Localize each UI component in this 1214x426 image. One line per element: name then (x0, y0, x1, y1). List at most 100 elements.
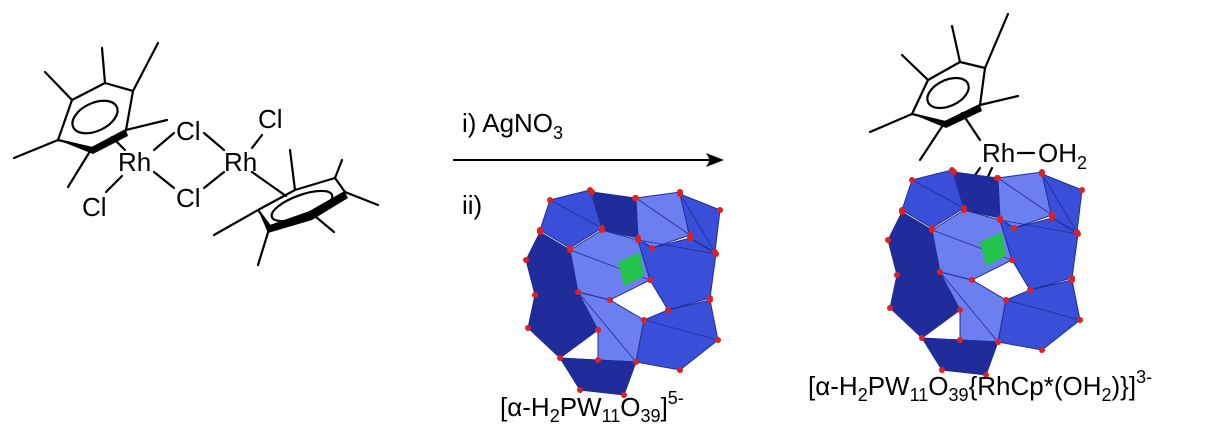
octahedron-edge (539, 231, 579, 293)
tungsten-octahedron (997, 171, 1053, 229)
polyoxometalate-product (885, 167, 1085, 378)
tungsten-octahedron (635, 299, 719, 371)
oxygen-atom (969, 277, 975, 283)
water-ligand: OH2 (1038, 138, 1087, 173)
octahedron-edge (643, 319, 719, 341)
tungsten-octahedron (901, 169, 965, 229)
oxygen-atom (961, 207, 967, 213)
rhodium-dimer: Rh Rh Cl Cl Cl Cl (12, 41, 380, 267)
tungsten-octahedron (539, 189, 603, 249)
oxygen-atom (557, 355, 563, 361)
octahedron-edge (997, 177, 1053, 216)
oxygen-atom (707, 297, 713, 303)
oxygen-atom (635, 237, 641, 243)
oxygen-atom (1079, 187, 1085, 193)
oxygen-atom (1049, 215, 1055, 221)
cl-terminal-right: Cl (258, 104, 283, 134)
oxygen-atom (665, 307, 671, 313)
oxygen-atom (887, 305, 893, 311)
oxygen-atom (687, 235, 693, 241)
octahedron-edge (901, 211, 941, 273)
oxygen-atom (1027, 287, 1033, 293)
oxygen-atom (1039, 347, 1045, 353)
octahedron-edge (549, 199, 603, 229)
tungsten-octahedron (637, 237, 717, 311)
oxygen-atom (607, 297, 613, 303)
oxygen-atom (525, 325, 531, 331)
oxygen-atom (957, 337, 963, 343)
product-label: [α-H2PW11O39{RhCp*(OH2)}]3- (808, 367, 1153, 405)
oxygen-atom (649, 245, 655, 251)
oxygen-atom (567, 247, 573, 253)
octahedron-edge (679, 193, 716, 253)
oxygen-atom (1069, 277, 1075, 283)
product-complex: Rh OH2 (868, 12, 1087, 202)
oxygen-atom (717, 207, 723, 213)
oxygen-atom (885, 237, 891, 243)
tungsten-octahedron (889, 271, 961, 339)
tungsten-octahedron (997, 279, 1081, 351)
condition-step-2: ii) (462, 190, 482, 220)
oxygen-atom (641, 317, 647, 323)
oxygen-atom (997, 217, 1003, 223)
octahedron-edge (1005, 299, 1081, 321)
cl-bridge-bottom: Cl (176, 183, 201, 213)
oxygen-atom (633, 359, 639, 365)
oxygen-atom (595, 357, 601, 363)
oxygen-atom (677, 191, 683, 197)
bond-rh-cl (202, 131, 226, 152)
cp-star-ring-right (212, 148, 380, 267)
bond-rh-cl (152, 170, 176, 190)
oxygen-atom (1075, 231, 1081, 237)
oxygen-atom (937, 269, 943, 275)
cl-bridge-top: Cl (176, 116, 201, 146)
cp-star-ring-product (868, 12, 1020, 162)
oxygen-atom (951, 169, 957, 175)
oxygen-atom (957, 307, 963, 313)
cl-terminal-left: Cl (82, 192, 107, 222)
octahedron-edge (1041, 173, 1078, 233)
oxygen-atom (575, 289, 581, 295)
oxygen-atom (523, 257, 529, 263)
octahedron-edge (534, 294, 599, 331)
oxygen-atom (589, 189, 595, 195)
oxygen-atom (899, 209, 905, 215)
oxygen-atom (677, 367, 683, 373)
rh-atom-product: Rh (982, 138, 1015, 168)
oxygen-atom (1009, 257, 1015, 263)
reaction-arrow (453, 153, 724, 167)
oxygen-atom (547, 197, 553, 203)
octahedron-edge (591, 191, 639, 239)
reagent-label: [α-H2PW11O39]5- (500, 388, 684, 426)
bond-rh-cl (250, 133, 264, 150)
oxygen-atom (939, 367, 945, 373)
octahedron-edge (635, 197, 691, 236)
bond-rh-cl (152, 131, 176, 152)
oxygen-atom (577, 387, 583, 393)
oxygen-atom (532, 292, 538, 298)
rh-atom-left: Rh (118, 147, 151, 177)
phosphate-tetrahedron (618, 252, 644, 286)
octahedron-edge (637, 239, 717, 255)
tungsten-octahedron (999, 217, 1079, 291)
oxygen-atom (909, 177, 915, 183)
polyoxometalate-reagent (523, 187, 723, 398)
bond-rh-cl (202, 170, 226, 190)
phosphate-tetrahedron (980, 232, 1006, 266)
cp-star-ring-left (12, 41, 169, 189)
oxygen-atom (599, 227, 605, 233)
oxygen-atom (1003, 297, 1009, 303)
octahedron-edge (896, 274, 961, 311)
oxygen-atom (1039, 171, 1045, 177)
oxygen-atom (995, 175, 1001, 181)
octahedron-edge (939, 271, 999, 343)
condition-step-1: i) AgNO3 (462, 108, 563, 143)
oxygen-atom (537, 229, 543, 235)
octahedron-edge (999, 219, 1079, 235)
oxygen-atom (621, 392, 627, 398)
oxygen-atom (1077, 317, 1083, 323)
oxygen-atom (713, 251, 719, 257)
octahedron-edge (577, 291, 637, 363)
tungsten-octahedron (527, 291, 599, 359)
